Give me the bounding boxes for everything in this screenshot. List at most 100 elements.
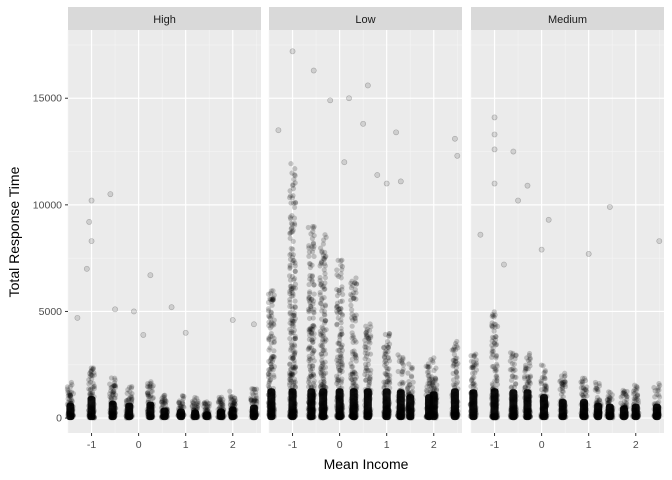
data-point xyxy=(286,370,293,376)
data-point xyxy=(318,282,324,288)
data-point xyxy=(290,291,296,297)
data-point xyxy=(67,389,73,395)
data-point xyxy=(339,267,345,273)
data-point xyxy=(149,388,155,394)
data-point xyxy=(89,376,95,382)
data-point xyxy=(363,377,369,383)
data-point xyxy=(307,381,313,387)
data-point xyxy=(288,226,294,232)
data-point xyxy=(205,403,211,409)
x-axes: -1 0 1 2 -1 0 1 2 -1 0 1 2 xyxy=(87,433,639,451)
data-point xyxy=(320,252,326,258)
data-point xyxy=(289,170,295,176)
data-point xyxy=(542,376,548,382)
outlier-point xyxy=(524,182,531,189)
data-point xyxy=(385,338,391,345)
data-point xyxy=(108,394,114,401)
data-point xyxy=(493,373,500,379)
data-point xyxy=(292,364,299,370)
data-point xyxy=(337,334,343,340)
data-point xyxy=(320,255,326,261)
data-point xyxy=(289,285,295,292)
data-point xyxy=(322,232,328,238)
data-point xyxy=(306,375,312,381)
data-point xyxy=(162,396,168,402)
outlier-point xyxy=(538,246,545,253)
data-point xyxy=(310,354,316,361)
data-point xyxy=(308,345,315,351)
data-point xyxy=(90,384,97,390)
data-point xyxy=(287,235,293,241)
data-point xyxy=(338,258,344,264)
data-point xyxy=(428,356,434,363)
data-point xyxy=(64,386,70,392)
data-point xyxy=(266,319,272,325)
data-point xyxy=(450,370,456,377)
data-point xyxy=(288,345,294,351)
data-point xyxy=(129,395,135,401)
data-point xyxy=(339,360,345,366)
data-point xyxy=(111,395,117,401)
data-point xyxy=(353,355,359,361)
facet-strip-label: Low xyxy=(355,14,375,26)
data-point xyxy=(383,348,389,354)
outlier-point xyxy=(393,129,399,136)
data-point xyxy=(271,338,277,345)
point-layer xyxy=(64,191,260,421)
data-point xyxy=(382,351,388,357)
data-point xyxy=(309,337,315,343)
data-point xyxy=(306,253,312,259)
data-point xyxy=(310,240,317,246)
data-point xyxy=(308,326,314,332)
data-point xyxy=(318,383,324,389)
data-point xyxy=(366,328,373,334)
data-point xyxy=(269,333,275,339)
data-point xyxy=(109,384,115,390)
data-point xyxy=(287,361,293,367)
data-point xyxy=(177,403,183,410)
data-point xyxy=(334,354,341,360)
data-point xyxy=(287,309,293,316)
data-point xyxy=(270,297,276,303)
data-point xyxy=(320,332,327,338)
data-point xyxy=(337,358,343,364)
data-point xyxy=(88,367,94,373)
data-point xyxy=(271,372,277,378)
data-point xyxy=(111,383,118,389)
data-point xyxy=(337,354,343,361)
data-point xyxy=(307,289,313,295)
data-point xyxy=(269,364,275,370)
data-point xyxy=(319,343,325,349)
data-point xyxy=(305,384,312,390)
data-point xyxy=(292,285,299,291)
data-point xyxy=(289,273,295,280)
data-point xyxy=(218,400,224,407)
data-point xyxy=(66,397,73,403)
data-point xyxy=(320,333,326,339)
data-point xyxy=(268,364,275,370)
data-point xyxy=(289,212,295,219)
data-point xyxy=(317,277,323,284)
data-point xyxy=(334,357,340,363)
data-point xyxy=(287,230,293,236)
data-point xyxy=(584,393,590,399)
outlier-point xyxy=(289,48,296,55)
data-point xyxy=(306,290,313,297)
data-point xyxy=(308,231,314,237)
data-point xyxy=(339,298,345,304)
data-point xyxy=(368,333,374,339)
data-point xyxy=(320,347,327,354)
data-point xyxy=(365,361,371,368)
data-point xyxy=(292,335,299,342)
dense-point-cluster xyxy=(539,394,548,421)
data-point xyxy=(319,362,326,369)
data-point xyxy=(311,282,317,288)
data-point xyxy=(179,399,185,405)
data-point xyxy=(189,404,195,410)
data-point xyxy=(336,377,342,384)
dense-point-cluster xyxy=(490,388,499,421)
data-point xyxy=(90,380,96,387)
outlier-point xyxy=(327,97,334,104)
data-point xyxy=(292,343,298,349)
